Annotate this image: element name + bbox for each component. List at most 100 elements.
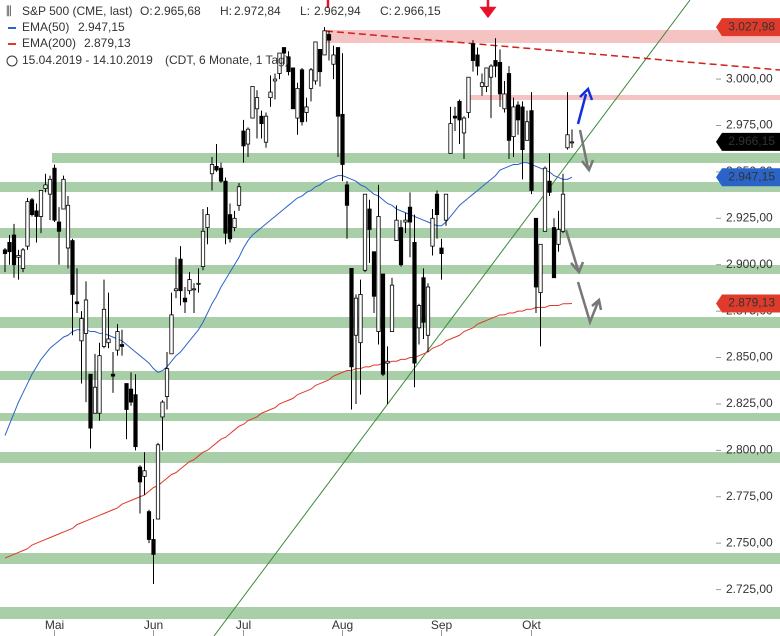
candle-body xyxy=(196,282,201,285)
candle-body xyxy=(110,373,116,377)
candle-body xyxy=(407,206,413,223)
y-tick-label: 2.800,00 xyxy=(726,443,773,457)
candle-body xyxy=(425,286,431,336)
settings: (CDT, 6 Monate, 1 Tag) xyxy=(165,53,289,67)
legend-value: 2.879,13 xyxy=(84,36,131,50)
candle-body xyxy=(439,247,444,254)
candle-body xyxy=(61,178,66,210)
candle-body xyxy=(65,204,71,249)
price-tag xyxy=(716,168,780,187)
candle-body xyxy=(79,318,84,342)
candle-body xyxy=(430,217,435,247)
candle-body xyxy=(133,394,138,448)
candle-body xyxy=(479,82,485,87)
candle-body xyxy=(281,47,287,54)
candle-body xyxy=(511,106,516,138)
candle-body xyxy=(524,121,530,141)
candle-body xyxy=(20,249,26,269)
candle-body xyxy=(47,178,53,195)
support-band xyxy=(0,607,780,619)
candle-body xyxy=(497,61,503,95)
resistance-band xyxy=(326,30,780,43)
candle-body xyxy=(385,360,390,364)
candle-body xyxy=(542,167,548,232)
y-tick-label: 2.900,00 xyxy=(726,257,773,271)
candle-body xyxy=(317,48,323,73)
candle-body xyxy=(493,60,498,67)
candle-body xyxy=(353,297,359,336)
support-band xyxy=(0,182,780,192)
trend-line xyxy=(325,30,780,71)
candle-body xyxy=(547,180,552,193)
symbol: S&P 500 (CME, last) xyxy=(22,4,132,18)
y-tick-label: 2.975,00 xyxy=(726,118,773,132)
candle-body xyxy=(155,444,161,520)
candle-body xyxy=(142,470,147,477)
candle-body xyxy=(389,284,395,332)
candle-body xyxy=(452,115,458,119)
candle-body xyxy=(250,86,255,119)
candle-body xyxy=(227,214,233,240)
quote-value: 2.966,15 xyxy=(394,4,441,18)
support-band xyxy=(0,228,780,238)
candle-body xyxy=(515,104,521,121)
candle-body xyxy=(443,193,449,221)
candle-body xyxy=(340,113,345,165)
candle-body xyxy=(146,511,152,540)
candle-body xyxy=(25,201,30,247)
period: 15.04.2019 - 14.10.2019 xyxy=(22,53,153,67)
candle-body xyxy=(475,54,480,67)
candle-body xyxy=(520,106,525,151)
candle-body xyxy=(137,466,143,483)
candle-body xyxy=(371,251,377,297)
candle-body xyxy=(29,199,35,215)
candle-body xyxy=(83,299,89,334)
candle-body xyxy=(551,227,557,279)
candle-body xyxy=(457,100,462,121)
candle-body xyxy=(38,190,44,217)
candle-body xyxy=(214,165,219,171)
legend-value: 2.947,15 xyxy=(78,20,125,34)
legend-label: EMA(50) xyxy=(22,20,69,34)
candle-body xyxy=(7,242,12,253)
arrow xyxy=(576,86,594,125)
candle-body xyxy=(151,539,156,555)
candle-body xyxy=(322,30,327,56)
quote-key: H: xyxy=(220,4,232,18)
quote-key: O: xyxy=(140,4,153,18)
candle-body xyxy=(421,277,426,323)
candle-body xyxy=(97,355,102,414)
candle-body xyxy=(11,234,17,266)
candle-body xyxy=(277,52,282,74)
candle-body xyxy=(308,69,314,89)
candle-body xyxy=(326,34,332,41)
ema-line xyxy=(4,162,573,436)
candle-body xyxy=(295,87,300,119)
candle-body xyxy=(268,91,273,99)
legend-label: EMA(200) xyxy=(22,36,76,50)
candle-body xyxy=(182,297,188,303)
candle-body xyxy=(254,97,260,110)
candle-body xyxy=(290,67,296,110)
y-tick-label: 2.825,00 xyxy=(726,396,773,410)
candle-body xyxy=(34,210,39,217)
candle-body xyxy=(160,401,165,418)
candle-body xyxy=(236,186,242,206)
candle-body xyxy=(367,208,372,230)
candle-body xyxy=(88,373,93,429)
y-tick-label: 3.000,00 xyxy=(726,71,773,85)
arrows xyxy=(326,0,603,326)
candle-body xyxy=(205,214,210,228)
support-band xyxy=(0,413,780,421)
x-tick-label: Mai xyxy=(45,618,64,632)
price-tag xyxy=(716,18,780,37)
price-tag xyxy=(716,294,780,313)
candle-body xyxy=(529,110,534,191)
ema-line xyxy=(4,302,573,559)
candle-body xyxy=(169,314,174,355)
candle-body xyxy=(560,193,566,232)
candle-body xyxy=(434,193,440,215)
candle-body xyxy=(466,76,471,113)
candle-body xyxy=(259,115,264,125)
